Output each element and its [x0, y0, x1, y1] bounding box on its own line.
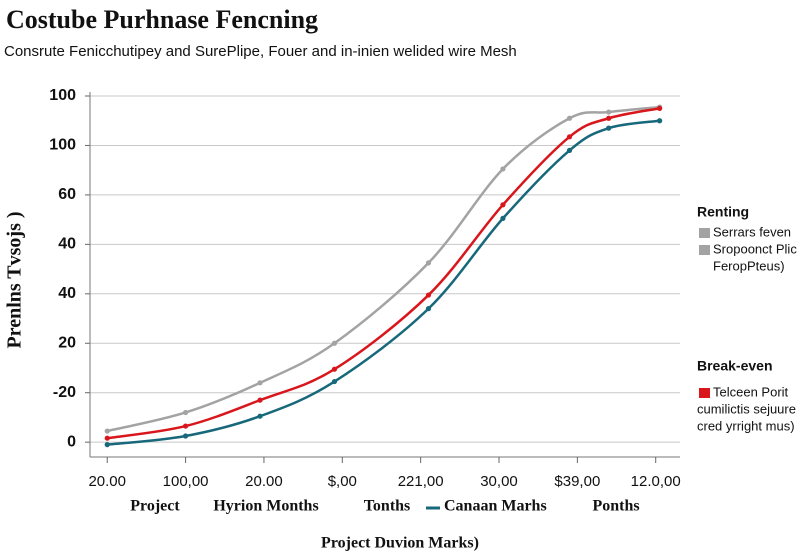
- data-point: [104, 435, 110, 441]
- y-axis-title: Prenlns Tvsojs ): [4, 211, 26, 348]
- data-point: [425, 260, 432, 266]
- data-point: [566, 115, 573, 121]
- data-point: [331, 366, 338, 372]
- bottom-label: Ponths: [592, 498, 639, 515]
- series-line: [106, 105, 660, 433]
- x-axis-title: Project Duvion Marks): [321, 535, 479, 552]
- y-tick-label: 100: [49, 87, 76, 104]
- series-line: [107, 107, 660, 440]
- y-tick-label: -20: [53, 384, 76, 401]
- data-point: [257, 413, 263, 419]
- legend-swatch: [699, 388, 710, 398]
- data-point: [257, 380, 263, 386]
- legend-swatch: [699, 245, 710, 255]
- x-tick-label: 221,00: [398, 473, 444, 490]
- x-tick-label: $39,00: [554, 473, 600, 490]
- data-point: [182, 433, 189, 439]
- legend-label: Canaan Marhs: [444, 498, 547, 515]
- data-point: [606, 109, 612, 115]
- data-point: [566, 134, 573, 140]
- data-point: [657, 105, 663, 111]
- legend-label: cumilictis sejuure: [697, 401, 796, 416]
- data-point: [331, 340, 338, 346]
- x-tick-label: 12.0,00: [631, 473, 681, 490]
- y-tick-label: 100: [49, 137, 76, 154]
- bottom-label: Project: [130, 498, 180, 515]
- chart-title: Costube Purhnase Fencning: [6, 5, 318, 34]
- legend-title: Break-even: [697, 358, 773, 374]
- data-point: [182, 423, 189, 429]
- data-point: [257, 397, 263, 403]
- data-point: [500, 202, 506, 208]
- x-tick-label: 20.00: [88, 473, 126, 490]
- legend-label: Serrars feven: [713, 224, 791, 239]
- data-point: [500, 166, 506, 172]
- legend-label: Sropoonct Plic: [713, 241, 797, 256]
- legend-swatch: [699, 228, 710, 238]
- data-point: [606, 115, 612, 121]
- data-point: [331, 378, 338, 385]
- y-tick-label: 40: [58, 285, 76, 302]
- y-tick-label: 60: [58, 186, 76, 203]
- data-point: [425, 292, 432, 298]
- x-tick-label: $,00: [328, 473, 357, 490]
- legend-title: Renting: [697, 204, 749, 220]
- y-tick-label: 20: [58, 334, 76, 351]
- data-point: [566, 147, 573, 153]
- bottom-label: Hyrion Months: [213, 498, 318, 515]
- y-tick-label: 0: [67, 433, 76, 450]
- data-point: [425, 306, 432, 312]
- legend-label: FeropPteus): [713, 258, 785, 273]
- series-line: [107, 119, 660, 446]
- data-point: [182, 409, 189, 416]
- y-tick-label: 40: [58, 236, 76, 253]
- bottom-label: Tonths: [364, 498, 411, 515]
- data-point: [500, 215, 506, 221]
- data-point: [657, 118, 663, 124]
- x-tick-label: 30,00: [480, 473, 518, 490]
- data-point: [104, 442, 110, 448]
- legend-label: Telceen Porit: [713, 384, 789, 399]
- legend-label: cred yrright mus): [697, 418, 795, 433]
- x-tick-label: 20.00: [245, 473, 283, 490]
- data-point: [104, 428, 110, 434]
- chart-subtitle: Consrute Fenicchutipey and SurePlipe, Fo…: [4, 43, 517, 60]
- x-tick-label: 100,00: [163, 473, 209, 490]
- data-point: [606, 125, 612, 131]
